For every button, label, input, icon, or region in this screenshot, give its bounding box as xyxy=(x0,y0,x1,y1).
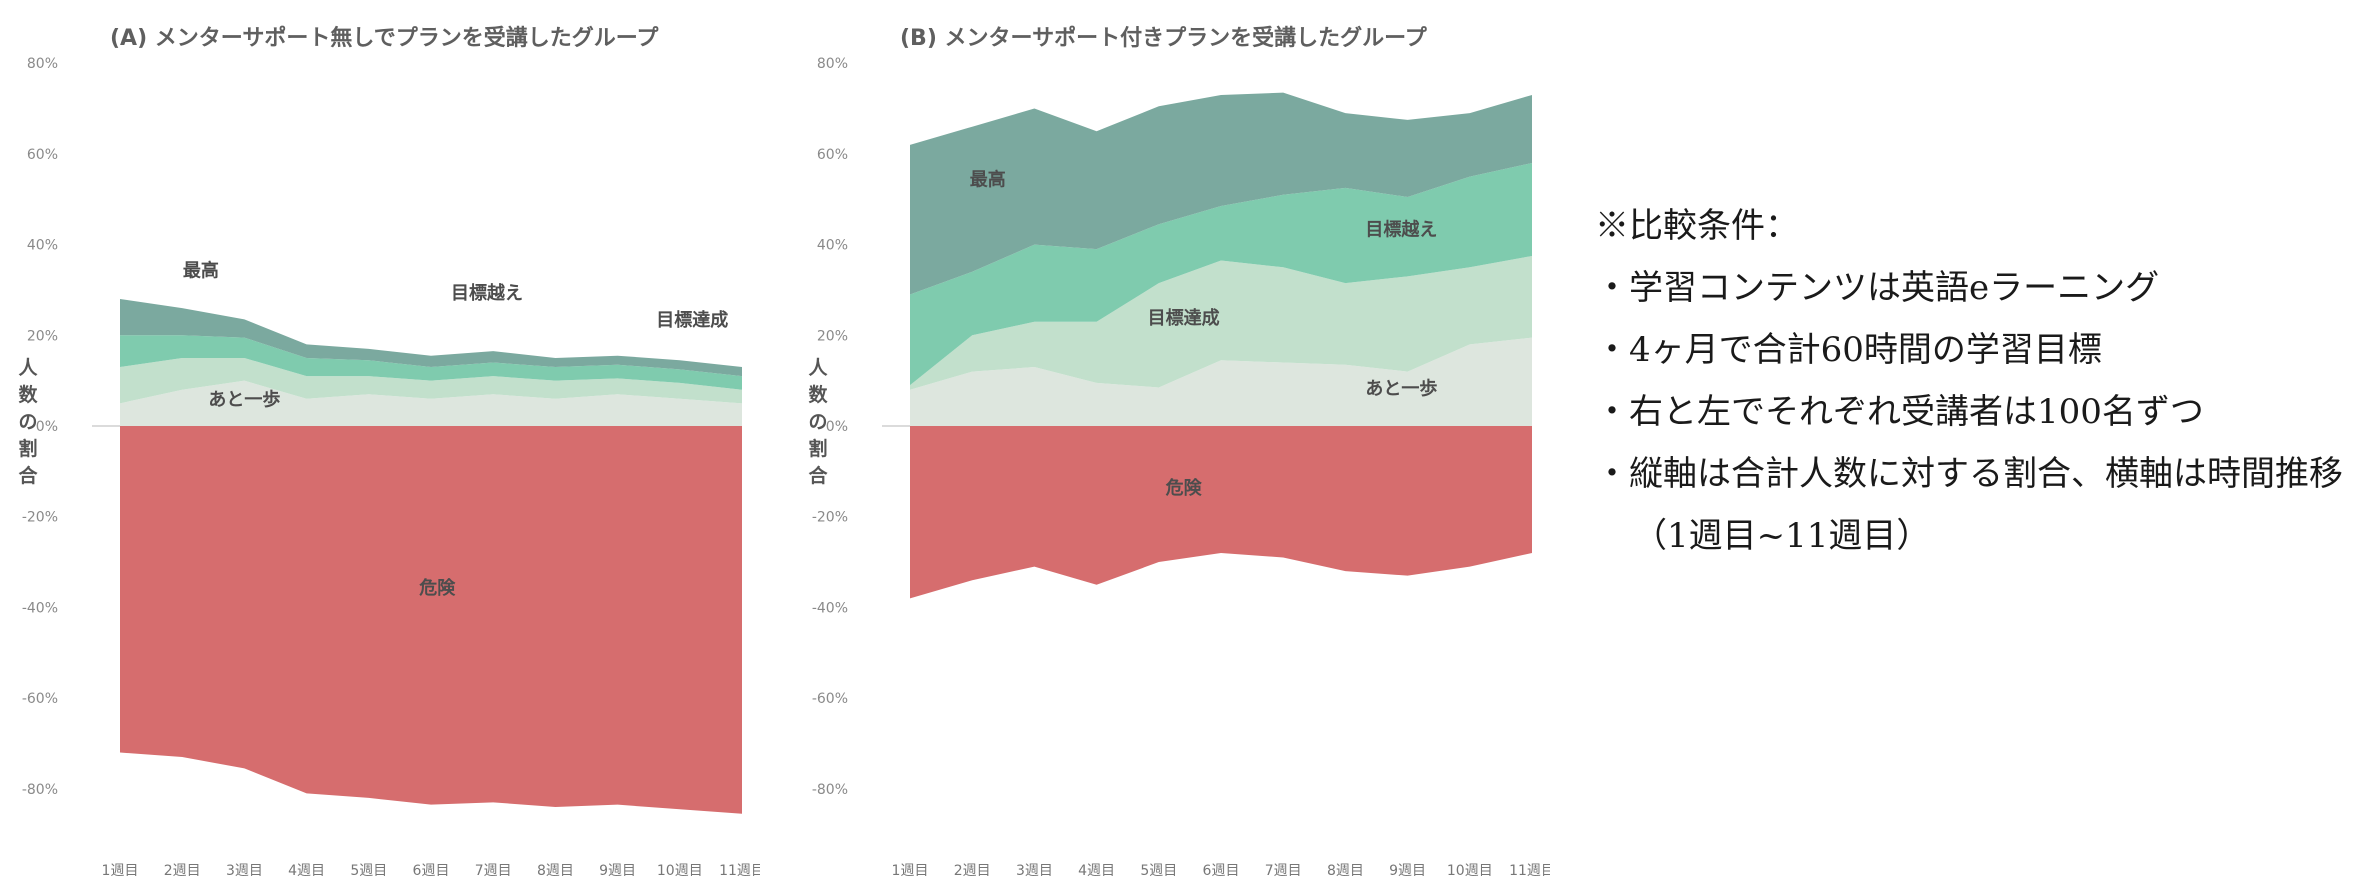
y-tick-label: 40% xyxy=(817,238,848,254)
series-label: 目標越え xyxy=(1365,219,1437,241)
y-tick-label: -40% xyxy=(22,600,58,616)
area-危険 xyxy=(910,426,1532,599)
area-chart-b: 80% 60% 40% 20% 0% -20% -40% -60% -80% 1週目 2週目 3週目 4… xyxy=(812,56,1550,879)
y-tick-label: 40% xyxy=(27,238,58,254)
area-あと一歩 xyxy=(120,380,742,426)
y-tick-label: -80% xyxy=(22,782,58,798)
x-tick-label: 7週目 xyxy=(475,863,512,879)
chart-title-b: (B) メンターサポート付きプランを受講したグループ xyxy=(900,26,1427,51)
y-tick-label: 60% xyxy=(817,147,848,163)
series-label: あと一歩 xyxy=(208,390,280,411)
x-tick-label: 10週目 xyxy=(657,863,703,879)
area-目標達成 xyxy=(910,255,1532,390)
note-item: ・4ヶ月で合計60時間の学習目標 xyxy=(1595,330,2102,370)
x-tick-label: 2週目 xyxy=(164,863,201,879)
x-tick-label: 11週目 xyxy=(719,863,760,879)
x-tick-label: 8週目 xyxy=(1327,863,1364,879)
series-label: あと一歩 xyxy=(1365,378,1437,399)
area-目標越え xyxy=(120,335,742,390)
x-tick-label: 6週目 xyxy=(413,863,450,879)
x-tick-label: 11週目 xyxy=(1509,863,1550,879)
x-tick-label: 5週目 xyxy=(1140,863,1177,879)
note-item: ・学習コンテンツは英語eラーニング xyxy=(1595,268,2160,308)
x-tick-label: 3週目 xyxy=(226,863,263,879)
x-tick-label: 5週目 xyxy=(350,863,387,879)
x-tick-label: 6週目 xyxy=(1203,863,1240,879)
area-chart-a: 80% 60% 40% 20% 0% -20% -40% -60% -80% 1週目 2週目 3週目 4… xyxy=(22,56,760,879)
y-tick-label: 20% xyxy=(27,328,58,344)
x-tick-label: 4週目 xyxy=(288,863,325,879)
x-tick-label: 7週目 xyxy=(1265,863,1302,879)
area-目標越え xyxy=(910,162,1532,386)
series-label: 目標越え xyxy=(451,282,523,304)
x-tick-label: 3週目 xyxy=(1016,863,1053,879)
y-tick-label: -40% xyxy=(812,600,848,616)
x-tick-label: 4週目 xyxy=(1078,863,1115,879)
x-tick-label: 1週目 xyxy=(892,863,929,879)
y-axis-label-a: 人数の割合 xyxy=(18,357,38,487)
series-label: 最高 xyxy=(183,259,219,281)
series-label: 最高 xyxy=(970,169,1006,191)
y-tick-label: -20% xyxy=(22,510,58,526)
chart-panel-b: (B) メンターサポート付きプランを受講したグループ 人数の割合 80% 60% 4… xyxy=(790,0,1550,890)
notes-heading: ※比較条件： xyxy=(1595,206,1799,246)
y-tick-label: 80% xyxy=(27,56,58,72)
y-tick-label: 20% xyxy=(817,328,848,344)
x-tick-label: 2週目 xyxy=(954,863,991,879)
chart-panel-a: (A) メンターサポート無しでプランを受講したグループ 人数の割合 80% 60%… xyxy=(0,0,760,890)
y-tick-label: 60% xyxy=(27,147,58,163)
series-label: 危険 xyxy=(418,577,456,599)
area-あと一歩 xyxy=(910,337,1532,426)
series-label: 目標達成 xyxy=(1148,307,1220,329)
x-tick-label: 9週目 xyxy=(1389,863,1426,879)
chart-title-a: (A) メンターサポート無しでプランを受講したグループ xyxy=(110,26,659,51)
y-tick-label: -20% xyxy=(812,510,848,526)
y-tick-label: 0% xyxy=(36,419,58,435)
x-tick-label: 1週目 xyxy=(102,863,139,879)
y-tick-label: -80% xyxy=(812,782,848,798)
x-tick-label: 10週目 xyxy=(1447,863,1493,879)
x-tick-label: 9週目 xyxy=(599,863,636,879)
series-label: 目標達成 xyxy=(656,309,728,331)
x-tick-label: 8週目 xyxy=(537,863,574,879)
note-item: ・右と左でそれぞれ受講者は100名ずつ xyxy=(1595,392,2204,432)
y-tick-label: -60% xyxy=(22,691,58,707)
area-最高 xyxy=(910,92,1532,295)
y-tick-label: 80% xyxy=(817,56,848,72)
series-label: 危険 xyxy=(1165,477,1203,499)
y-tick-label: 0% xyxy=(826,419,848,435)
note-item: ・縦軸は合計人数に対する割合、横軸は時間推移（1週目~11週目） xyxy=(1595,454,2343,556)
area-目標達成 xyxy=(120,357,742,404)
comparison-notes: ※比較条件： ・学習コンテンツは英語eラーニング ・4ヶ月で合計60時間の学習目… xyxy=(1595,195,2355,567)
area-最高 xyxy=(120,299,742,377)
y-axis-label-b: 人数の割合 xyxy=(808,357,828,487)
area-危険 xyxy=(120,426,742,814)
y-tick-label: -60% xyxy=(812,691,848,707)
